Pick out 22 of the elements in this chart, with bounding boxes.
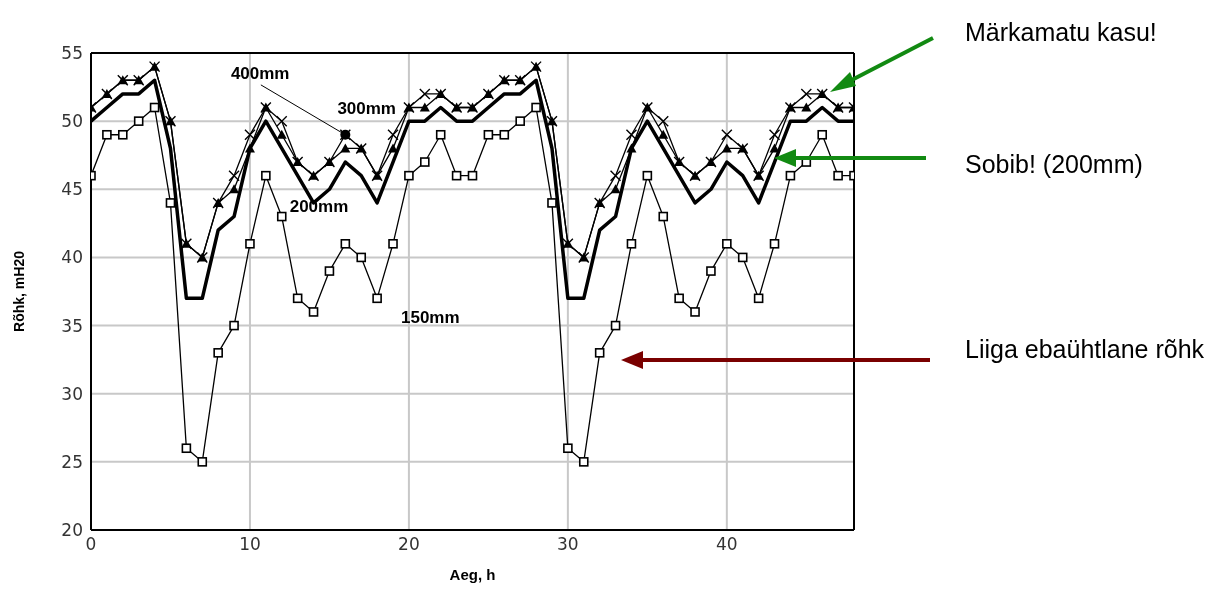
y-axis-title: Rõhk, mH20	[10, 250, 27, 332]
y-tick-label: 45	[61, 179, 83, 200]
text: Sobib! (200mm)	[965, 149, 1143, 180]
x-tick-label: 40	[716, 534, 738, 555]
y-tick-label: 25	[61, 451, 83, 472]
y-tick-label: 30	[61, 383, 83, 404]
x-tick-label: 20	[398, 534, 420, 555]
y-tick-label: 40	[61, 247, 83, 268]
text: Märkamatu kasu!	[965, 17, 1157, 48]
y-tick-label: 35	[61, 315, 83, 336]
y-tick-label: 50	[61, 111, 83, 132]
x-axis-title: Aeg, h	[449, 566, 496, 583]
y-tick-label: 20	[61, 520, 83, 541]
x-tick-label: 30	[557, 534, 579, 555]
series-label: 150mm	[400, 307, 460, 327]
text: Liiga ebaühtlane rõhk	[965, 334, 1206, 365]
series-label: 400mm	[230, 63, 290, 83]
x-tick-label: 10	[239, 534, 261, 555]
series-label: 200mm	[289, 197, 349, 217]
y-tick-label: 55	[61, 43, 83, 64]
series-label: 300mm	[337, 99, 396, 119]
x-tick-label: 0	[85, 534, 97, 555]
